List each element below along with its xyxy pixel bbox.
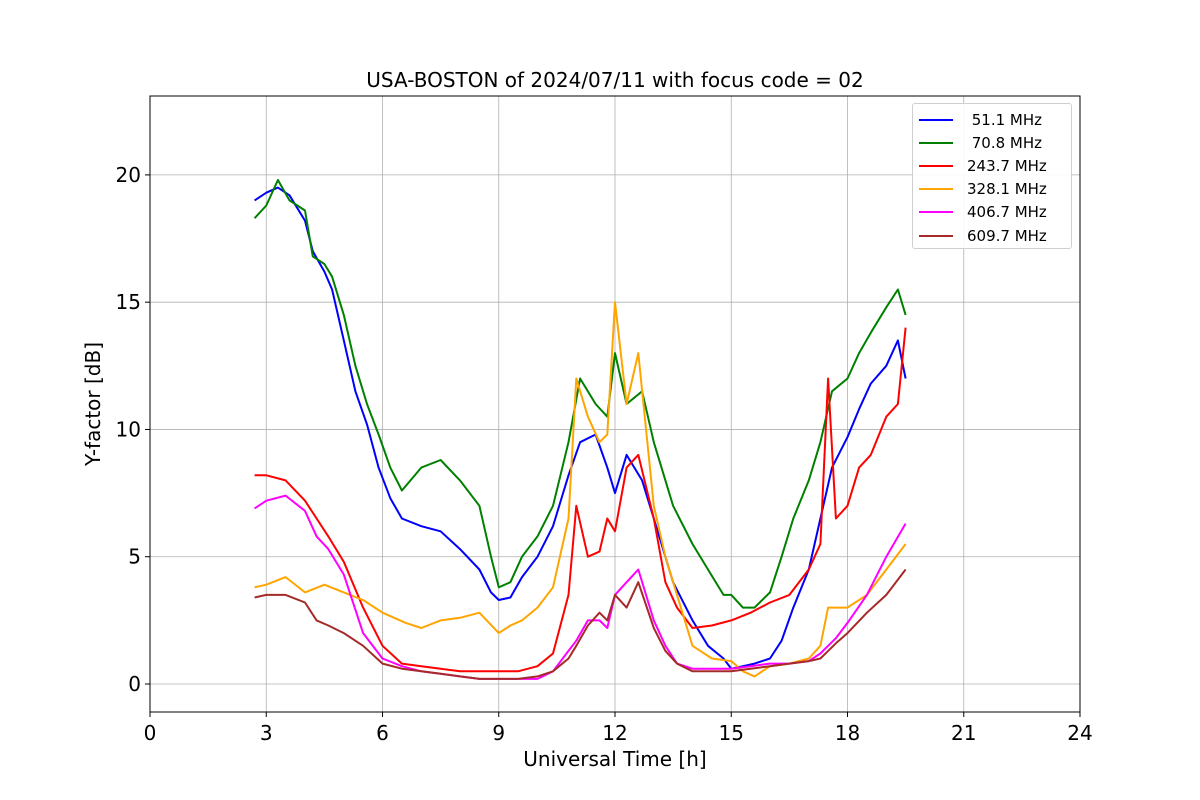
legend-item: 243.7 MHz (919, 154, 1063, 177)
legend-item: 406.7 MHz (919, 201, 1063, 224)
y-tick-label: 20 (116, 163, 141, 187)
legend-label: 70.8 MHz (967, 133, 1043, 152)
x-tick-label: 15 (719, 721, 744, 745)
series-line-5 (254, 568, 907, 680)
x-tick-label: 21 (951, 721, 976, 745)
legend-label: 609.7 MHz (967, 226, 1047, 245)
y-axis: 0 5 10 15 20 (116, 163, 150, 696)
legend-swatch (919, 211, 953, 214)
plot-lines (253, 179, 907, 680)
legend-label: 51.1 MHz (967, 110, 1043, 129)
legend-swatch (919, 234, 953, 237)
legend-swatch (919, 118, 953, 121)
y-tick-label: 10 (116, 417, 141, 441)
x-tick-label: 0 (144, 721, 157, 745)
series-line-3 (254, 301, 907, 678)
legend-label: 406.7 MHz (967, 203, 1047, 222)
legend: 51.1 MHz 70.8 MHz 243.7 MHz 328.1 MHz 406.7… (912, 103, 1072, 249)
legend-label: 243.7 MHz (967, 156, 1047, 175)
legend-item: 51.1 MHz (919, 108, 1063, 131)
x-tick-label: 9 (492, 721, 505, 745)
legend-swatch (919, 188, 953, 191)
legend-label: 328.1 MHz (967, 180, 1047, 199)
series-line-0 (254, 186, 907, 670)
legend-swatch (919, 141, 953, 144)
y-tick-label: 5 (128, 545, 141, 569)
series-line-2 (254, 327, 907, 673)
series-line-1 (253, 179, 907, 609)
x-tick-label: 6 (376, 721, 389, 745)
legend-item: 609.7 MHz (919, 224, 1063, 247)
y-tick-label: 15 (116, 290, 141, 314)
legend-swatch (919, 164, 953, 167)
x-tick-label: 12 (602, 721, 627, 745)
x-axis: 0 3 6 9 12 15 18 21 24 (144, 712, 1093, 745)
legend-item: 70.8 MHz (919, 131, 1063, 154)
legend-item: 328.1 MHz (919, 178, 1063, 201)
chart-title: USA-BOSTON of 2024/07/11 with focus code… (366, 68, 863, 92)
x-tick-label: 24 (1067, 721, 1092, 745)
x-tick-label: 18 (835, 721, 860, 745)
y-axis-label: Y-factor [dB] (81, 342, 105, 467)
x-tick-label: 3 (260, 721, 273, 745)
y-tick-label: 0 (128, 672, 141, 696)
x-axis-label: Universal Time [h] (523, 747, 706, 771)
